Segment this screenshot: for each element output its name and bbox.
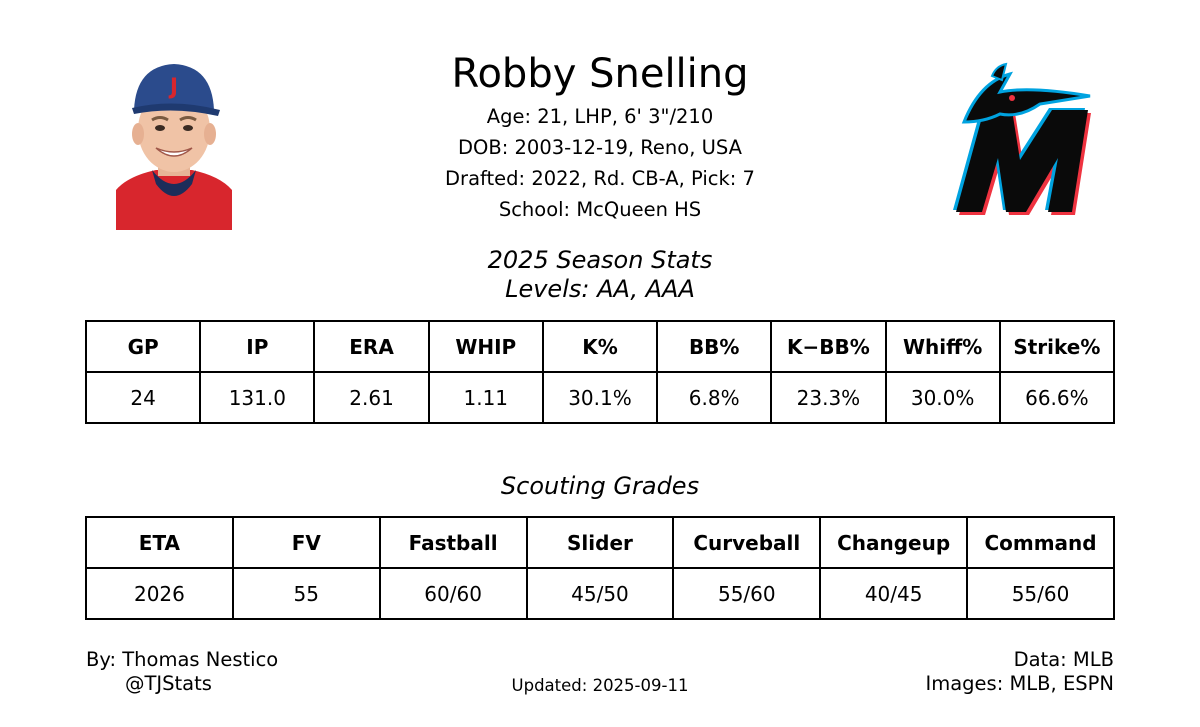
grade-header-changeup: Changeup (819, 516, 969, 569)
data-source: Data: MLB (1013, 648, 1114, 671)
stat-value-whiff-pct: 30.0% (884, 371, 1001, 424)
grade-header-eta: ETA (85, 516, 234, 569)
stats-value-row: 24 131.0 2.61 1.11 30.1% 6.8% 23.3% 30.0… (84, 371, 1116, 424)
stat-value-ip: 131.0 (199, 371, 316, 424)
grade-header-command: Command (966, 516, 1115, 569)
grade-header-fv: FV (231, 516, 381, 569)
stats-header-row: GP IP ERA WHIP K% BB% K−BB% Whiff% Strik… (84, 320, 1116, 373)
stat-header-ip: IP (199, 320, 316, 373)
stat-value-whip: 1.11 (427, 371, 544, 424)
player-headshot: J (116, 64, 232, 230)
stat-value-k-bb-pct: 23.3% (770, 371, 887, 424)
stat-header-gp: GP (84, 320, 202, 373)
season-stats-table: GP IP ERA WHIP K% BB% K−BB% Whiff% Strik… (84, 320, 1116, 424)
stat-header-whiff-pct: Whiff% (884, 320, 1001, 373)
season-levels: Levels: AA, AAA (505, 275, 695, 303)
bio-school: School: McQueen HS (498, 198, 702, 221)
grade-header-curveball: Curveball (672, 516, 822, 569)
bio-dob: DOB: 2003-12-19, Reno, USA (458, 136, 742, 159)
grades-header-row: ETA FV Fastball Slider Curveball Changeu… (85, 516, 1115, 569)
bio-age-position: Age: 21, LHP, 6' 3"/210 (486, 105, 714, 128)
scouting-grades-title: Scouting Grades (500, 472, 700, 500)
cap-logo-letter: J (168, 75, 178, 100)
grades-value-row: 2026 55 60/60 45/50 55/60 40/45 55/60 (85, 567, 1115, 620)
stat-header-whip: WHIP (427, 320, 544, 373)
grade-value-slider: 45/50 (525, 567, 675, 620)
grade-value-command: 55/60 (966, 567, 1115, 620)
stat-header-k-bb-pct: K−BB% (770, 320, 887, 373)
grade-header-fastball: Fastball (378, 516, 528, 569)
grade-value-fastball: 60/60 (378, 567, 528, 620)
stat-value-strike-pct: 66.6% (998, 371, 1116, 424)
author-handle: @TJStats (125, 672, 212, 695)
stat-header-era: ERA (313, 320, 430, 373)
images-source: Images: MLB, ESPN (925, 672, 1114, 695)
player-name: Robby Snelling (451, 51, 749, 97)
updated-date: Updated: 2025-09-11 (511, 676, 689, 695)
scouting-grades-table: ETA FV Fastball Slider Curveball Changeu… (85, 516, 1115, 620)
season-stats-title: 2025 Season Stats (487, 246, 713, 274)
author-credit: By: Thomas Nestico (86, 648, 279, 671)
stat-header-strike-pct: Strike% (998, 320, 1116, 373)
grade-value-eta: 2026 (85, 567, 234, 620)
marlins-logo (953, 62, 1091, 215)
grade-value-fv: 55 (231, 567, 381, 620)
bio-drafted: Drafted: 2022, Rd. CB-A, Pick: 7 (445, 167, 755, 190)
stat-value-era: 2.61 (313, 371, 430, 424)
grade-header-slider: Slider (525, 516, 675, 569)
grade-value-changeup: 40/45 (819, 567, 969, 620)
grade-value-curveball: 55/60 (672, 567, 822, 620)
stat-value-bb-pct: 6.8% (656, 371, 773, 424)
stat-value-gp: 24 (84, 371, 202, 424)
stat-header-bb-pct: BB% (656, 320, 773, 373)
stat-header-k-pct: K% (541, 320, 659, 373)
stat-value-k-pct: 30.1% (541, 371, 659, 424)
